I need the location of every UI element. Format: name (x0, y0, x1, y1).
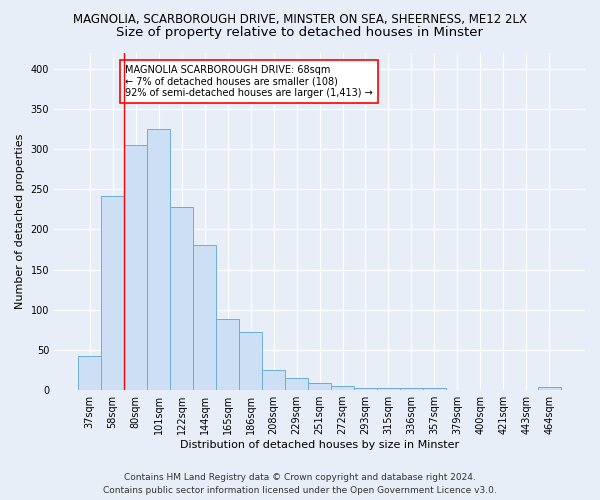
Bar (193, 246, 216, 390)
Bar (400, 388, 423, 390)
Bar (124, 145, 147, 390)
Bar (285, 378, 308, 390)
Bar (423, 388, 446, 390)
Bar (101, 196, 124, 390)
Bar (331, 386, 354, 390)
Bar (239, 332, 262, 390)
Bar (377, 388, 400, 390)
Y-axis label: Number of detached properties: Number of detached properties (15, 134, 25, 309)
Bar (147, 129, 170, 390)
Bar (216, 320, 239, 390)
Bar (78, 356, 101, 390)
Text: Contains HM Land Registry data © Crown copyright and database right 2024.
Contai: Contains HM Land Registry data © Crown c… (103, 474, 497, 495)
Text: Size of property relative to detached houses in Minster: Size of property relative to detached ho… (116, 26, 484, 39)
Bar (262, 370, 285, 390)
X-axis label: Distribution of detached houses by size in Minster: Distribution of detached houses by size … (180, 440, 459, 450)
Text: MAGNOLIA, SCARBOROUGH DRIVE, MINSTER ON SEA, SHEERNESS, ME12 2LX: MAGNOLIA, SCARBOROUGH DRIVE, MINSTER ON … (73, 12, 527, 26)
Text: MAGNOLIA SCARBOROUGH DRIVE: 68sqm
← 7% of detached houses are smaller (108)
92% : MAGNOLIA SCARBOROUGH DRIVE: 68sqm ← 7% o… (125, 64, 373, 98)
Bar (308, 383, 331, 390)
Bar (354, 388, 377, 390)
Bar (170, 207, 193, 390)
Bar (538, 387, 561, 390)
